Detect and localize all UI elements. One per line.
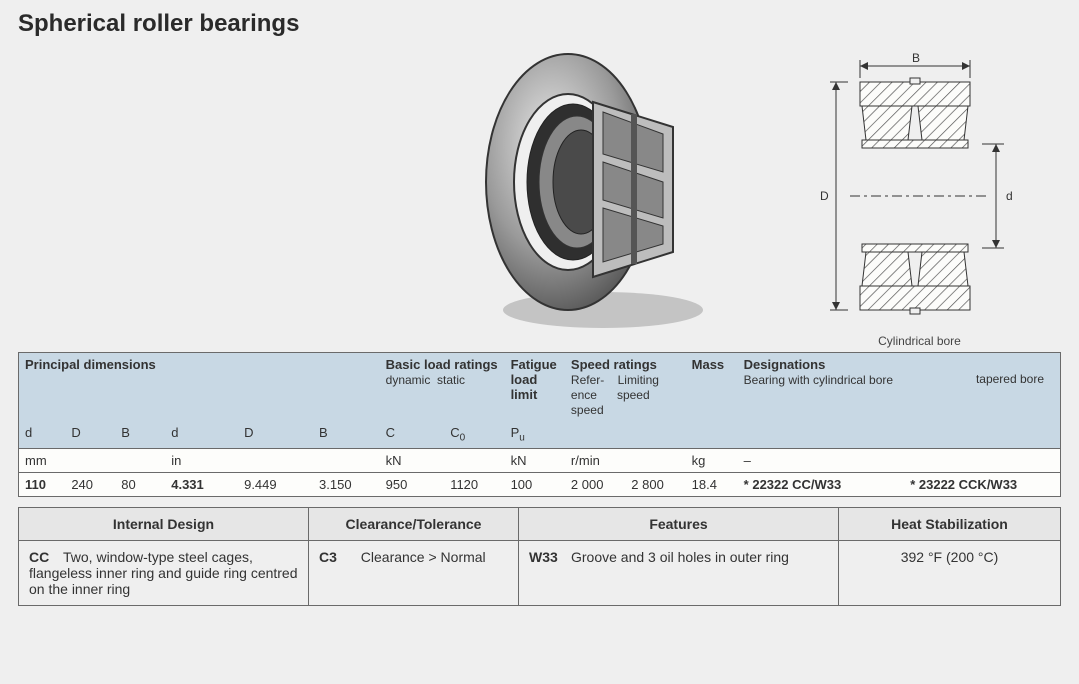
dim-D-label: D [820,189,829,203]
details-header-row: Internal Design Clearance/Tolerance Feat… [19,507,1061,540]
cross-section-icon: B D d [790,48,1050,328]
data-row: 110 240 80 4.331 9.449 3.150 950 1120 10… [19,472,1061,496]
bearing-3d-icon [473,42,723,337]
dim-B-label: B [912,51,920,65]
page-title: Spherical roller bearings [18,10,1061,38]
details-data-row: CCTwo, window-type steel cages, flangele… [19,540,1061,605]
dimension-diagram: B D d [778,42,1061,348]
units-row: mm in kN kN r/min kg – [19,448,1061,472]
dim-d-label: d [1006,189,1013,203]
hero-section: B D d [18,42,1061,352]
header-row-1: Principal dimensions Basic load ratingsd… [19,353,1061,422]
details-table: Internal Design Clearance/Tolerance Feat… [18,507,1061,606]
spec-table: Principal dimensions Basic load ratingsd… [18,352,1061,497]
bearing-render [418,42,778,337]
header-row-2: d D B d D B C C0 Pu [19,421,1061,448]
diagram-caption: Cylindrical bore [878,334,961,348]
